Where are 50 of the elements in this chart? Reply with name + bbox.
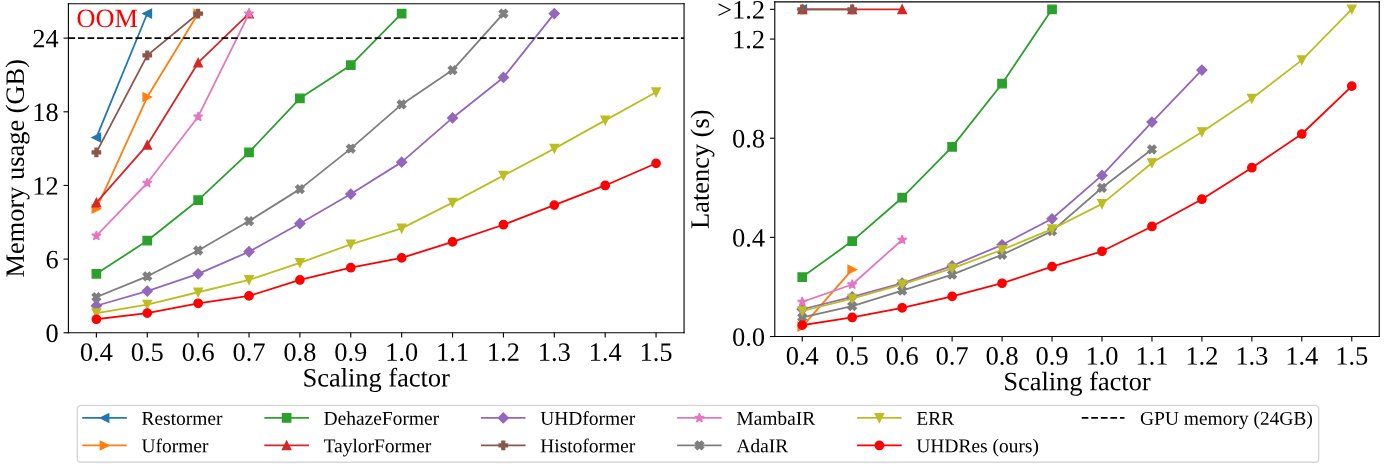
legend-label: TaylorFormer xyxy=(323,438,432,457)
x-tick-label: 0.9 xyxy=(1036,347,1068,365)
x-tick-label: 0.9 xyxy=(335,343,367,362)
x-tick-label: 1.3 xyxy=(540,343,570,362)
legend-label: GPU memory (24GB) xyxy=(1140,411,1313,429)
x-tick-label: 1.4 xyxy=(1287,347,1318,365)
x-tick-label: 0.7 xyxy=(233,343,265,362)
x-tick-label: 1.1 xyxy=(1137,347,1167,365)
annotation: OOM xyxy=(77,9,138,28)
x-tick-label: 0.6 xyxy=(182,343,214,362)
x-tick-label: 1.2 xyxy=(489,343,519,362)
x-tick-label: 1.5 xyxy=(641,343,672,362)
legend-label: DehazeFormer xyxy=(324,411,439,425)
x-tick-label: 0.4 xyxy=(786,347,819,365)
y-axis-title: Latency (s) xyxy=(690,110,715,229)
legend-label: MambaIR xyxy=(736,411,816,425)
y-tick-label: 24 xyxy=(33,29,59,48)
x-axis-title: Scaling factor xyxy=(304,367,450,393)
legend-label: ERR xyxy=(916,412,955,425)
legend-label: UHDRes (ours) xyxy=(916,438,1039,457)
legend-label: Histoformer xyxy=(540,438,636,453)
x-tick-label: 0.8 xyxy=(284,343,316,362)
x-tick-label: 1.3 xyxy=(1237,347,1268,365)
y-tick-label: 0 xyxy=(46,324,58,343)
y-tick-label: 18 xyxy=(34,103,58,122)
x-tick-label: 1.2 xyxy=(1187,347,1217,365)
y-tick-label: 6 xyxy=(46,250,58,269)
x-tick-label: 0.5 xyxy=(836,347,868,365)
y-axis-title: Memory usage (GB) xyxy=(5,60,30,277)
y-tick-label: 1.2 xyxy=(734,30,764,49)
x-tick-label: 0.5 xyxy=(131,343,163,362)
x-tick-label: 1.0 xyxy=(387,343,418,362)
legend-label: AdaIR xyxy=(736,438,789,453)
x-tick-label: 1.5 xyxy=(1337,347,1368,365)
x-tick-label: 1.1 xyxy=(438,343,468,362)
x-tick-label: 1.4 xyxy=(591,343,622,362)
y-tick-label: 0.4 xyxy=(733,228,765,247)
x-tick-label: 1.0 xyxy=(1087,347,1118,365)
x-tick-label: 0.8 xyxy=(986,347,1018,365)
legend-label: Uformer xyxy=(141,438,209,453)
x-tick-label: 0.7 xyxy=(936,347,968,365)
legend-label: UHDformer xyxy=(540,411,636,425)
y-tick-label: 12 xyxy=(34,177,58,195)
y-tick-label: >1.2 xyxy=(718,1,764,19)
x-tick-label: 0.4 xyxy=(80,343,113,362)
legend-label: Restormer xyxy=(142,412,223,425)
x-tick-label: 0.6 xyxy=(886,347,918,365)
y-tick-label: 0.8 xyxy=(733,129,765,148)
y-tick-label: 0.0 xyxy=(733,328,765,347)
x-axis-title: Scaling factor xyxy=(1005,371,1151,396)
